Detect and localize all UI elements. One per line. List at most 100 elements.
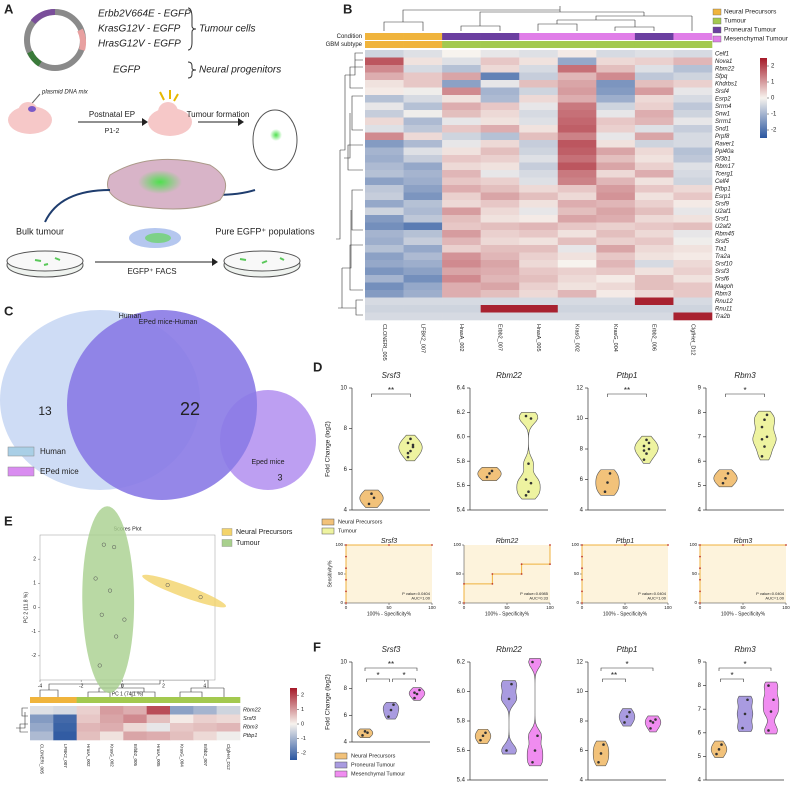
heatmap-cell: [673, 252, 713, 261]
heatmap-cell: [596, 260, 636, 268]
heatmap-cell: [557, 72, 597, 81]
colorbar: [760, 58, 767, 138]
heatmap-cell: [596, 155, 636, 163]
y-tick-label: 100: [571, 542, 579, 547]
data-point: [370, 492, 373, 496]
heatmap-cell: [634, 72, 674, 81]
heatmap-cell: [519, 57, 559, 66]
heatmap-cell: [596, 245, 636, 253]
data-point: [529, 417, 533, 420]
label: Postnatal EP: [89, 110, 135, 119]
annotation-cell: [76, 697, 101, 703]
x-tick-label: 50: [504, 605, 510, 610]
heatmap-cell: [480, 305, 520, 313]
heatmap-cell: [365, 177, 404, 186]
heatmap-cell: [634, 275, 674, 283]
row-label: Esrp1: [715, 194, 731, 200]
heatmap-cell: [365, 80, 404, 88]
heatmap-cell: [634, 260, 674, 268]
heatmap-cell: [403, 117, 443, 126]
facet-title: Ptbp1: [617, 371, 638, 380]
heatmap-cell: [673, 87, 713, 96]
annotation-cell: [170, 697, 194, 703]
facet-title: Rbm22: [496, 645, 522, 654]
heatmap-cell: [480, 312, 520, 321]
heatmap-cell: [365, 215, 404, 223]
venn-count: 22: [180, 399, 200, 419]
heatmap-cell: [30, 706, 54, 715]
y-tick-label: 5.8: [457, 719, 466, 725]
heatmap-cell: [365, 252, 404, 261]
roc-point: [742, 544, 744, 546]
heatmap-cell: [557, 95, 597, 103]
y-tick-label: 5.4: [457, 508, 466, 514]
significance-label: **: [388, 660, 394, 669]
heatmap-cell: [557, 147, 597, 156]
colorbar-tick-label: 0: [771, 96, 775, 102]
panel-label: A: [4, 1, 14, 16]
heatmap-cell: [596, 290, 636, 298]
heatmap-cell: [519, 267, 559, 276]
annotation-cell: [442, 41, 481, 48]
y-axis-label: Fold Change (log2): [325, 674, 332, 730]
heatmap-cell: [557, 297, 597, 306]
x-tick-label: 50: [386, 605, 392, 610]
heatmap-cell: [673, 222, 713, 231]
heatmap-cell: [557, 87, 597, 96]
roc-curve: [699, 544, 786, 603]
violin: [356, 728, 374, 739]
roc-curve: [463, 545, 551, 603]
heatmap-cell: [480, 170, 520, 178]
heatmap-cell: [634, 57, 674, 66]
annotation-cell: [403, 41, 443, 48]
heatmap-cell: [596, 110, 636, 118]
column-label: Erbb2_006: [651, 324, 657, 351]
significance-bracket: [720, 678, 744, 682]
pup: [158, 102, 178, 122]
y-tick-label: 8: [344, 426, 348, 432]
data-point: [769, 710, 773, 713]
roc-point: [667, 544, 669, 546]
y-tick-label: 8: [580, 719, 584, 725]
roc-point: [520, 573, 523, 575]
label: EGFP: [113, 65, 141, 76]
annotation-cell: [365, 41, 404, 48]
heatmap-cell: [480, 252, 520, 261]
panel-label: B: [343, 1, 352, 16]
column-label: CLONERI_005: [39, 744, 44, 775]
heatmap-cell: [596, 297, 636, 306]
roc-point: [491, 582, 494, 585]
heatmap-cell: [480, 260, 520, 268]
row-label: Snd1: [715, 126, 729, 132]
construct: HrasG12V - EGFP: [98, 39, 181, 50]
data-point: [389, 708, 393, 712]
y-tick-label: 6: [698, 459, 702, 465]
heatmap-cell: [596, 237, 636, 246]
column-label: LFBK2_007: [419, 324, 425, 353]
venn-label: EPed mice-Human: [139, 319, 198, 326]
plasmid-segment: [27, 50, 42, 67]
annotation: P value=0.0404: [402, 591, 431, 596]
heatmap-cell: [442, 275, 481, 283]
heatmap-cell: [365, 282, 404, 291]
row-label: Celf4: [715, 179, 730, 185]
legend-swatch: [221, 539, 233, 547]
heatmap-cell: [634, 80, 674, 88]
x-tick-label: 0: [345, 605, 348, 610]
heatmap-cell: [557, 312, 597, 321]
y-tick-label: 10: [576, 689, 583, 695]
data-point: [647, 447, 651, 451]
heatmap-cell: [519, 95, 559, 103]
heatmap-cell: [634, 132, 674, 141]
heatmap-cell: [30, 714, 54, 724]
facet-title: Ptbp1: [616, 538, 634, 545]
legend-swatch: [712, 26, 722, 34]
annotation: P value=0.0404: [638, 591, 667, 596]
violin: [500, 680, 518, 755]
heatmap-cell: [673, 185, 713, 193]
cells: [34, 257, 285, 266]
row-label: Ptbp1: [243, 733, 257, 739]
heatmap-cell: [557, 102, 597, 111]
